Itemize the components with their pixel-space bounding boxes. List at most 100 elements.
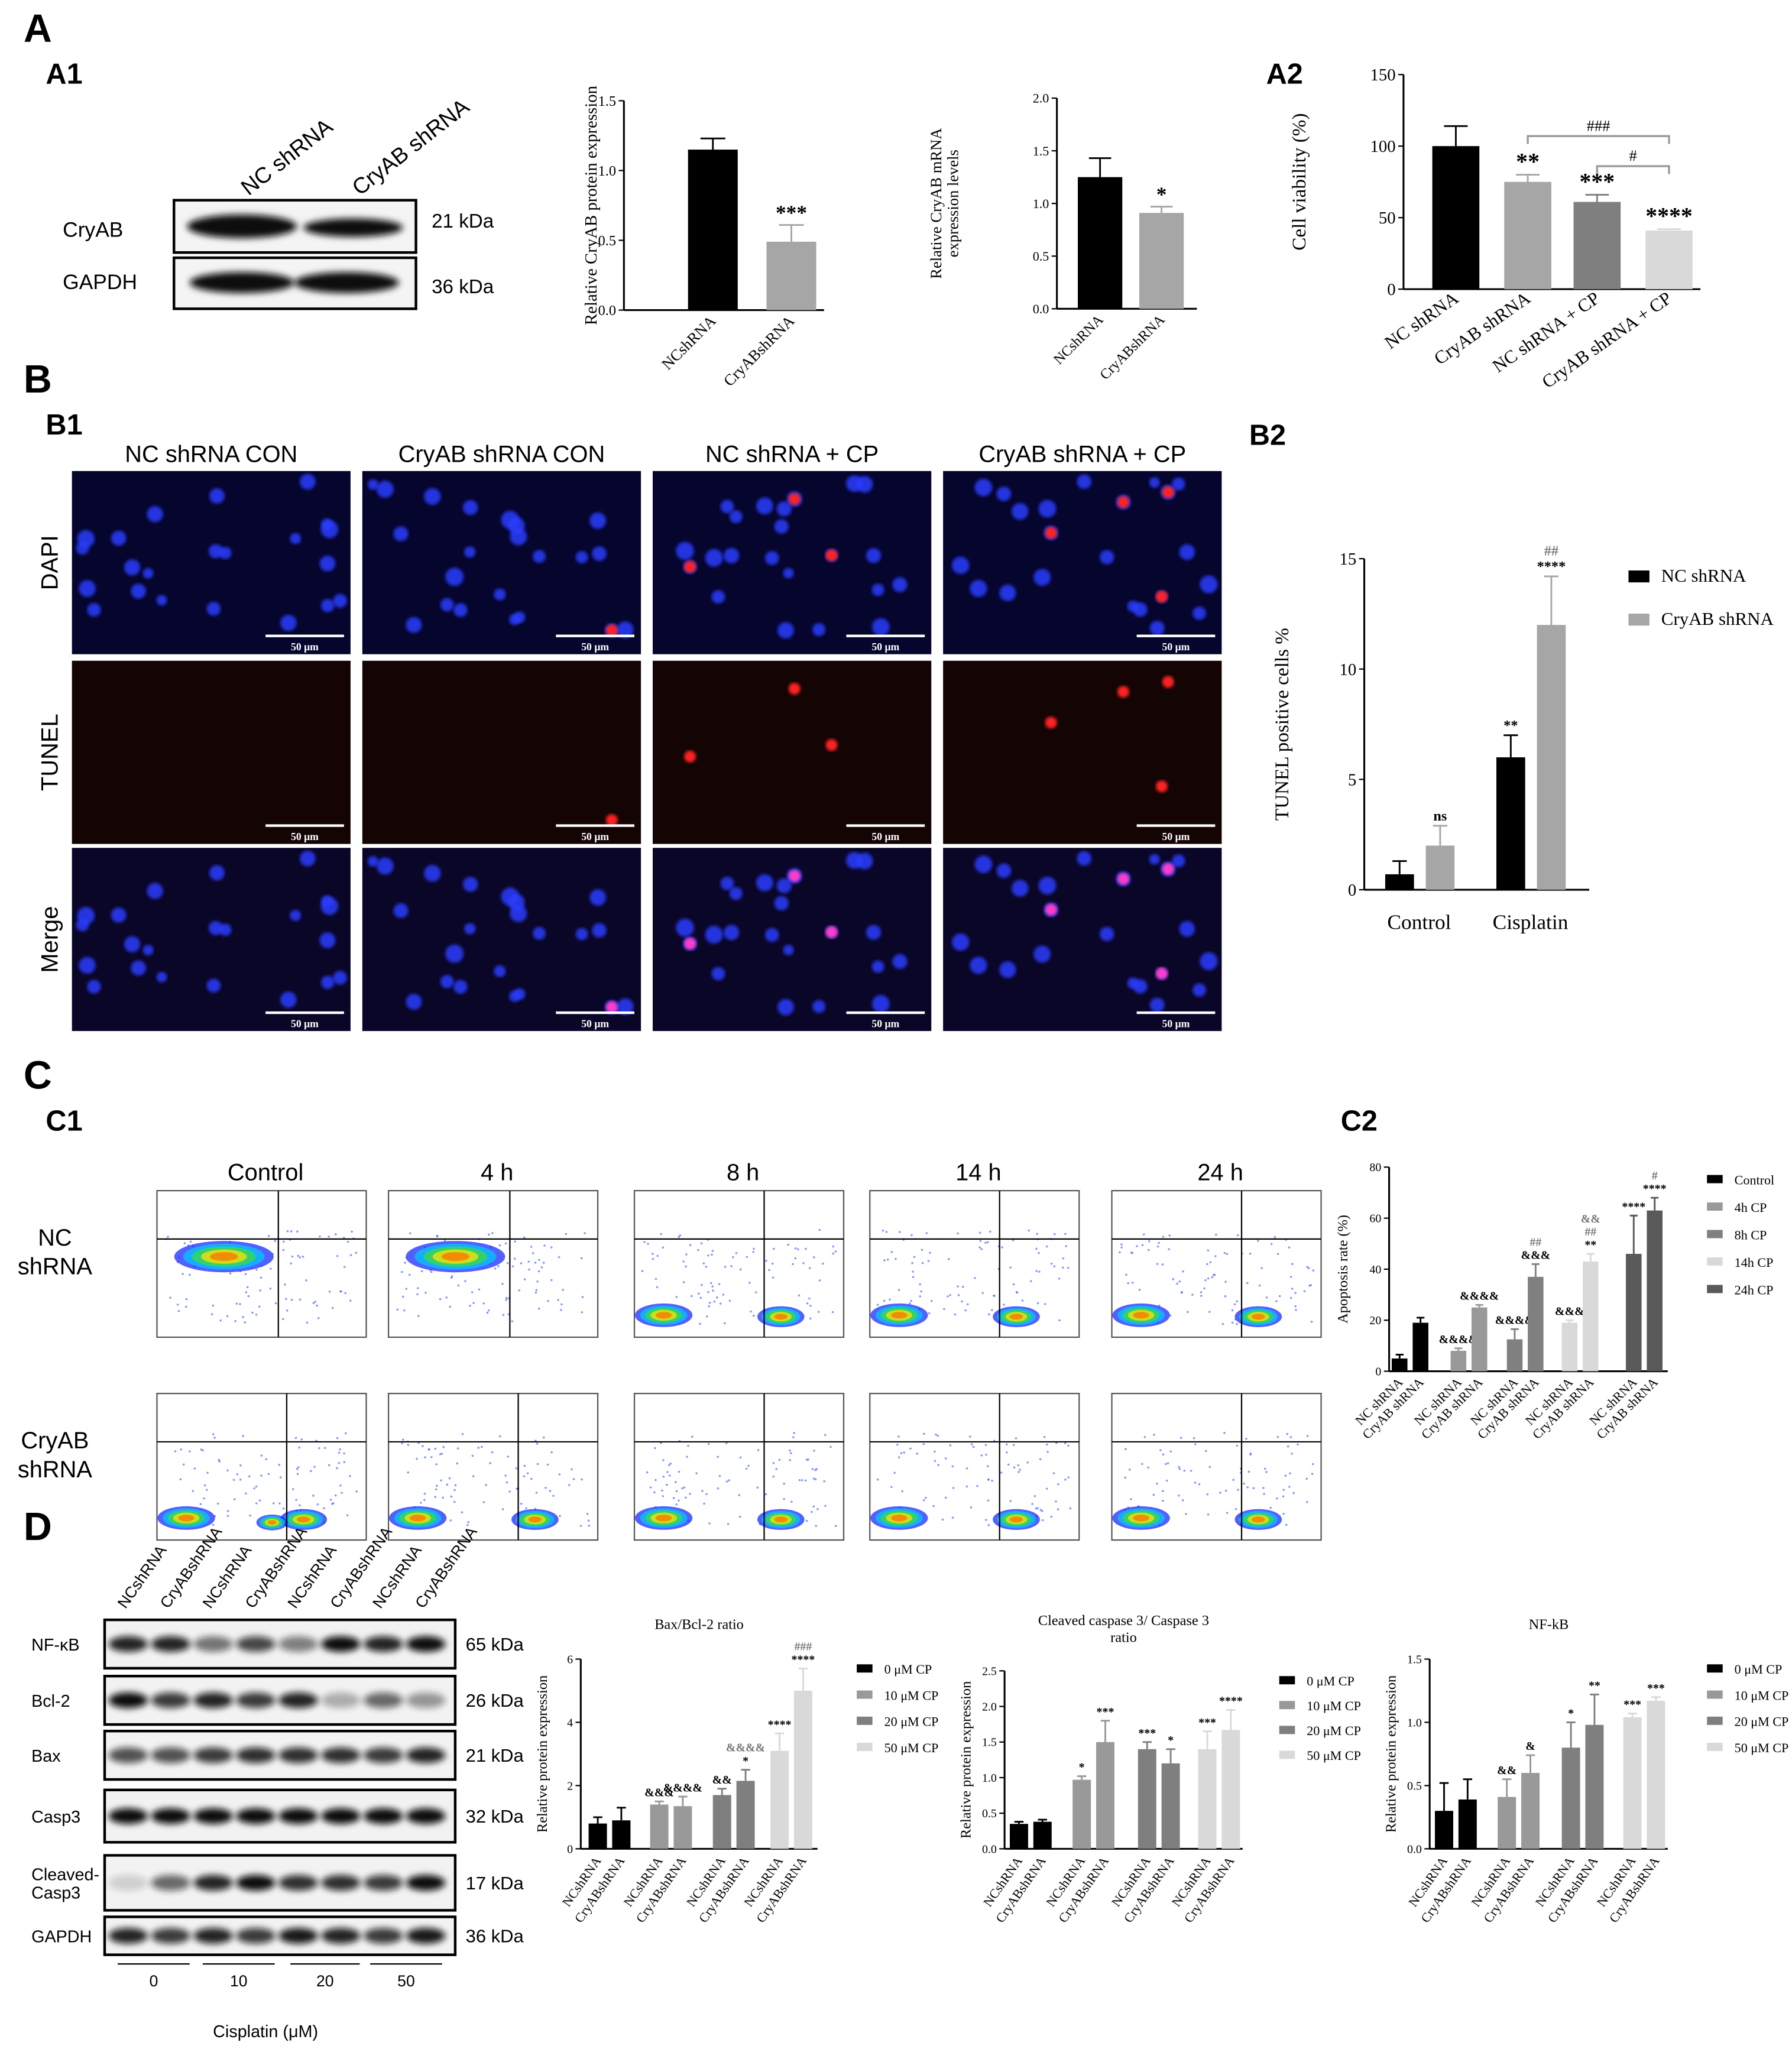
flow-event	[929, 1252, 931, 1254]
flow-event	[1291, 1453, 1293, 1455]
tunel-spot	[788, 870, 801, 882]
flow-event	[336, 1467, 338, 1470]
nucleus	[592, 546, 607, 561]
flow-event	[802, 1262, 805, 1265]
flow-event	[716, 1296, 718, 1299]
flow-event	[226, 1315, 229, 1318]
flow-event	[560, 1303, 563, 1306]
flow-event	[513, 1257, 516, 1260]
error-bar	[1392, 860, 1407, 874]
flow-event	[295, 1499, 297, 1501]
flow-event	[1246, 1282, 1249, 1285]
flow-event	[834, 1525, 837, 1528]
flow-event	[954, 1313, 957, 1316]
bar	[1573, 202, 1621, 290]
flow-event	[494, 1267, 497, 1270]
flow-event	[312, 1302, 315, 1304]
y-tick-label: 1.0	[982, 1772, 997, 1785]
y-tick-label: 6	[567, 1653, 573, 1666]
legend-swatch	[1279, 1701, 1295, 1710]
blot-band	[303, 218, 403, 237]
legend-label: 8h CP	[1735, 1227, 1767, 1242]
flow-event	[210, 1313, 213, 1315]
flow-event	[1234, 1507, 1237, 1510]
flow-event	[1294, 1305, 1297, 1308]
flow-event	[890, 1486, 893, 1489]
flow-event	[668, 1474, 671, 1477]
nucleus	[1100, 550, 1114, 565]
nucleus	[77, 907, 95, 925]
flow-event	[720, 1302, 722, 1305]
nucleus	[724, 925, 740, 941]
flow-event	[790, 1452, 792, 1455]
flow-event	[542, 1436, 545, 1439]
flow-event	[1013, 1466, 1016, 1468]
flow-event	[1297, 1443, 1299, 1446]
flow-event	[1237, 1489, 1239, 1491]
y-tick-label: 20	[1369, 1314, 1381, 1327]
significance-label: *	[1079, 1761, 1085, 1774]
significance-label: &	[1525, 1740, 1535, 1753]
blot-band	[187, 214, 297, 238]
image-column-label: NC shRNA + CP	[705, 441, 879, 467]
nucleus	[206, 978, 221, 993]
legend-label: 10 μM CP	[884, 1688, 939, 1703]
flow-event	[1236, 1322, 1238, 1325]
flow-event	[291, 1255, 294, 1258]
legend-label: 10 μM CP	[1307, 1698, 1361, 1713]
flow-event	[430, 1456, 433, 1458]
flow-event	[738, 1494, 741, 1496]
blot-size-label: 21 kDa	[466, 1745, 524, 1766]
bar	[1645, 230, 1693, 290]
flow-event	[282, 1249, 285, 1252]
flow-event	[831, 1311, 834, 1314]
nucleus	[377, 857, 394, 875]
flow-event	[709, 1282, 712, 1285]
y-tick-label: 150	[1370, 66, 1396, 85]
nucleus	[124, 936, 141, 952]
flow-event	[682, 1260, 685, 1263]
flow-event	[182, 1273, 184, 1275]
bar	[1221, 1730, 1240, 1849]
flow-event	[469, 1304, 471, 1307]
flow-event	[416, 1293, 419, 1296]
nucleus	[280, 614, 297, 631]
error-bar	[654, 1800, 664, 1805]
flow-event	[932, 1505, 935, 1507]
flow-event	[807, 1458, 809, 1461]
flow-event	[1178, 1280, 1181, 1283]
flow-event	[1050, 1515, 1053, 1518]
tunel-spot	[1045, 903, 1057, 916]
flow-event	[1058, 1319, 1061, 1322]
flow-event	[1252, 1487, 1255, 1490]
flow-event	[668, 1464, 670, 1467]
nucleus	[872, 995, 890, 1013]
flow-event	[335, 1494, 337, 1497]
flow-event	[1141, 1463, 1143, 1466]
legend-swatch	[1707, 1664, 1723, 1673]
flow-row-label: CryAB	[21, 1428, 89, 1454]
panel-label: C	[24, 1053, 52, 1097]
bar	[1496, 757, 1525, 890]
flow-event	[535, 1492, 538, 1494]
flow-event	[1007, 1463, 1010, 1466]
blot-band	[321, 1747, 361, 1763]
nucleus	[1149, 997, 1165, 1013]
flow-event	[707, 1291, 709, 1293]
flow-event	[708, 1301, 711, 1304]
flow-event	[167, 1236, 169, 1238]
flow-event	[896, 1444, 899, 1446]
flow-event	[489, 1462, 491, 1464]
flow-event	[1178, 1468, 1181, 1470]
flow-event	[697, 1249, 699, 1252]
scale-bar-label: 50 μm	[871, 641, 899, 653]
flow-event	[294, 1437, 297, 1440]
nucleus	[1127, 600, 1139, 612]
flow-event	[707, 1442, 710, 1445]
nucleus	[711, 967, 725, 981]
flow-event	[346, 1514, 349, 1517]
flow-event	[403, 1309, 406, 1312]
nucleus	[872, 618, 890, 636]
nucleus	[812, 1000, 826, 1013]
